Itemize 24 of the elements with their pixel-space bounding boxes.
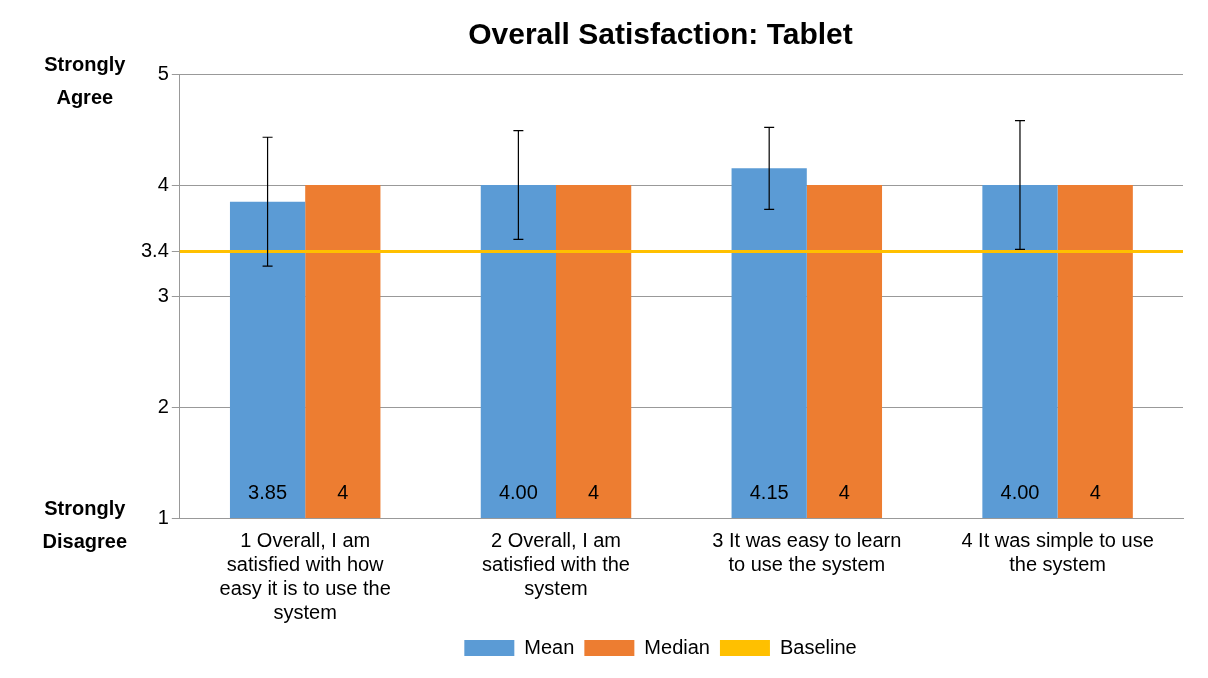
- data-label: 4.15: [749, 480, 789, 503]
- y-tick-label: 3: [157, 283, 169, 306]
- x-tick-label: 4 It was simple to use the system: [961, 528, 1154, 575]
- legend-label: Baseline: [779, 635, 857, 658]
- data-label: 4.00: [498, 480, 538, 503]
- chart-title: Overall Satisfaction: Tablet: [468, 17, 853, 51]
- y-tick-label: 4: [157, 172, 169, 195]
- data-label: 3.85: [248, 480, 288, 503]
- data-label: 4.00: [1000, 480, 1040, 503]
- data-label: 4: [838, 480, 850, 503]
- legend-label: Median: [644, 635, 710, 658]
- text: Strongly Disagree: [42, 497, 128, 553]
- data-label: 4: [1089, 480, 1101, 503]
- y-tick-label: 1: [157, 505, 169, 528]
- y-tick-label: 5: [157, 61, 169, 84]
- text: Strongly Agree: [44, 53, 127, 109]
- data-label: 4: [337, 480, 349, 503]
- y-tick-label: 2: [157, 394, 169, 417]
- data-label: 4: [588, 480, 600, 503]
- y-tick-label: 3.4: [140, 239, 169, 262]
- legend-label: Mean: [524, 635, 575, 658]
- x-tick-label: 3 It was easy to learn to use the system: [712, 528, 902, 575]
- x-tick-label: 1 Overall, I am satisfied with how easy it is to use the system: [219, 528, 391, 623]
- x-tick-label: 2 Overall, I am satisfied with the system: [482, 528, 630, 599]
